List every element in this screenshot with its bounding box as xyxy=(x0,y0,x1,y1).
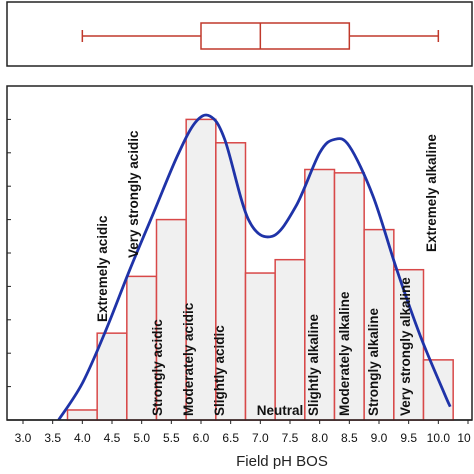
histogram-bar xyxy=(126,275,158,421)
x-tick-label: 9.5 xyxy=(400,431,417,445)
ph-class-label: Moderately alkaline xyxy=(337,291,352,416)
x-axis-title: Field pH BOS xyxy=(236,453,328,470)
boxplot-box xyxy=(200,22,351,50)
histogram-bars xyxy=(66,118,454,421)
x-tick-label: 7.5 xyxy=(282,431,299,445)
x-tick-label: 10 xyxy=(457,431,471,445)
ph-class-label: Strongly alkaline xyxy=(366,307,381,416)
density-curve xyxy=(57,113,452,421)
histogram-bar xyxy=(66,409,98,421)
ph-class-label: Slightly acidic xyxy=(212,325,227,416)
ph-class-label: Very strongly acidic xyxy=(126,130,141,258)
x-tick-label: 7.0 xyxy=(252,431,269,445)
ph-class-label: Neutral xyxy=(257,403,304,418)
histogram-bar xyxy=(422,359,454,421)
ph-class-label: Extremely acidic xyxy=(95,215,110,322)
ph-class-label: Very strongly alkaline xyxy=(398,277,413,416)
ph-class-label: Slightly alkaline xyxy=(306,313,321,416)
histogram-bar xyxy=(274,258,306,421)
x-tick-label: 6.5 xyxy=(222,431,239,445)
x-tick-label: 3.5 xyxy=(44,431,61,445)
boxplot-panel xyxy=(6,1,473,67)
histogram-bar xyxy=(363,228,395,421)
histogram-bar xyxy=(244,272,276,421)
x-tick-label: 8.5 xyxy=(341,431,358,445)
x-tick-label: 8.0 xyxy=(311,431,328,445)
histogram-panel: Extremely acidic Very strongly acidic Stro… xyxy=(6,85,473,470)
x-tick-label: 4.0 xyxy=(74,431,91,445)
x-tick-label: 10.0 xyxy=(427,431,451,445)
class-labels: Extremely acidic Very strongly acidic Stro… xyxy=(95,130,439,418)
ph-class-label: Strongly acidic xyxy=(150,319,165,416)
x-tick-label: 5.0 xyxy=(133,431,150,445)
x-tick-label: 4.5 xyxy=(104,431,121,445)
x-tick-label: 3.0 xyxy=(15,431,32,445)
ph-class-label: Moderately acidic xyxy=(181,302,196,416)
x-tick-label: 6.0 xyxy=(193,431,210,445)
histogram-bar xyxy=(96,332,128,421)
x-tick-label: 5.5 xyxy=(163,431,180,445)
ph-class-label: Extremely alkaline xyxy=(424,134,439,252)
x-tick-labels: 3.0 3.5 4.0 4.5 5.0 5.5 6.0 6.5 7.0 7.5 8.0 8.5 9.0 9… xyxy=(15,420,471,445)
x-tick-label: 9.0 xyxy=(371,431,388,445)
